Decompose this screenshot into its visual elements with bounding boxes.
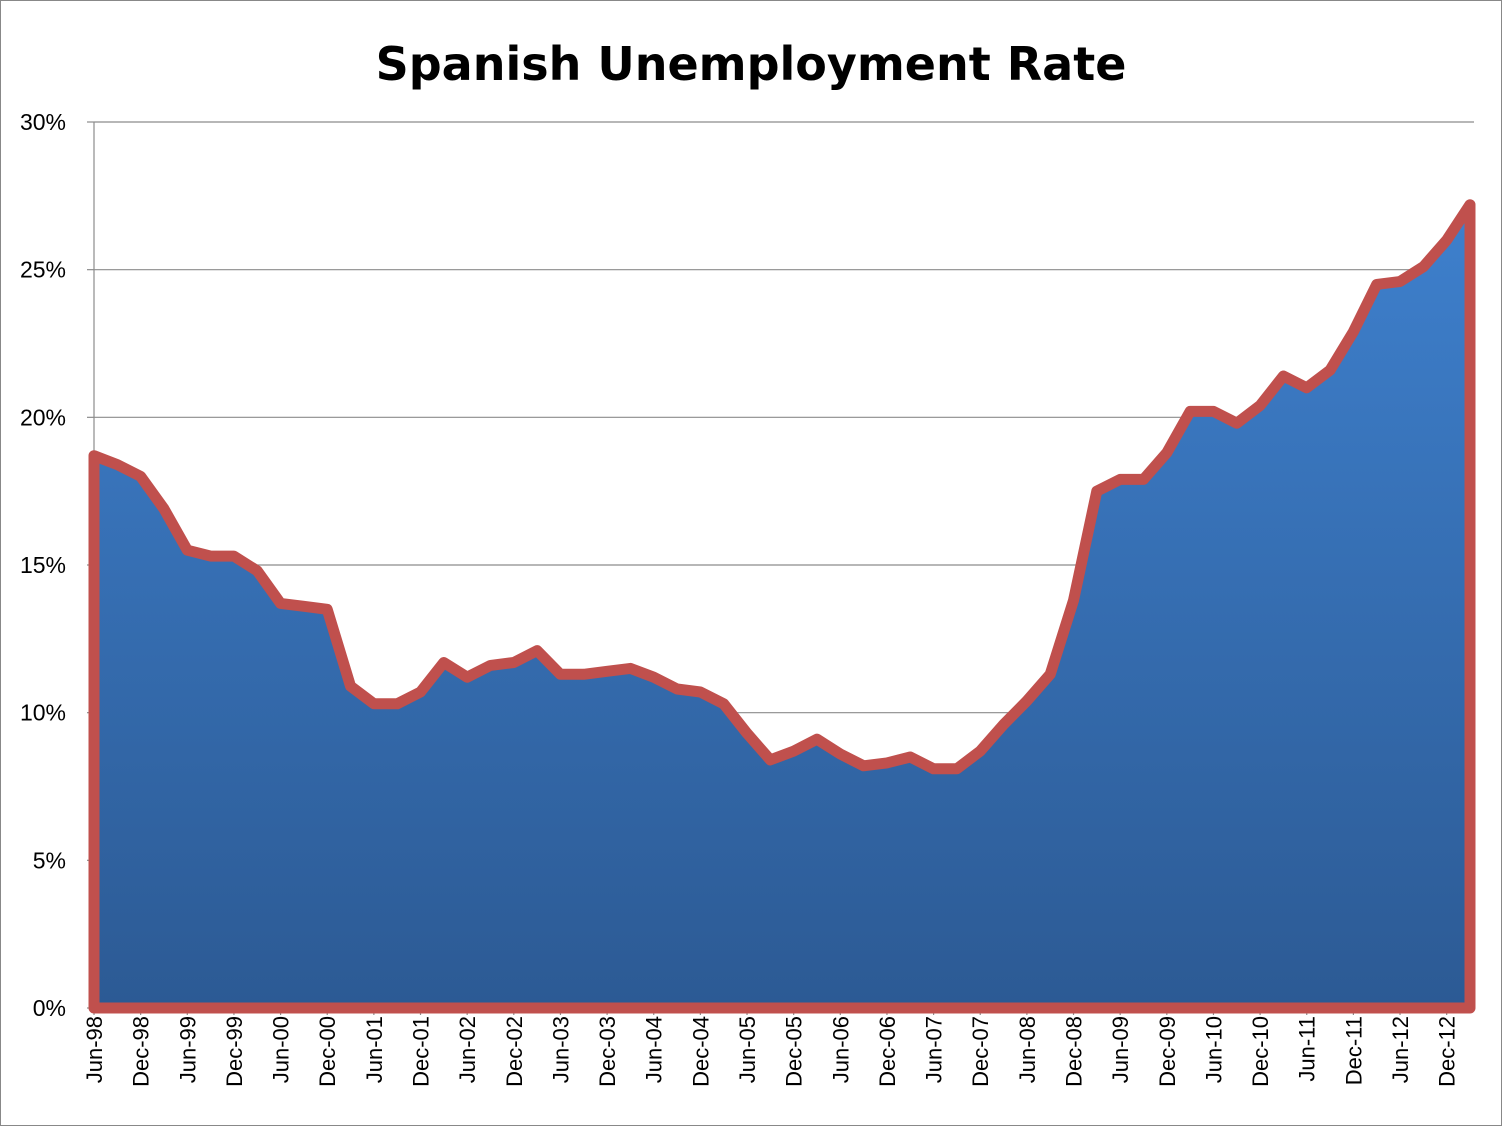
x-tick-label: Jun-99 — [175, 1016, 200, 1083]
x-tick-label: Jun-09 — [1108, 1016, 1133, 1083]
y-tick-label: 20% — [20, 404, 66, 430]
x-tick-label: Dec-02 — [502, 1016, 527, 1087]
x-tick-label: Dec-98 — [129, 1016, 154, 1087]
y-axis: 0% 5% 10% 15% 20% 25% 30% — [20, 109, 95, 1021]
x-tick-label: Dec-09 — [1155, 1016, 1180, 1087]
y-tick-label: 0% — [33, 995, 66, 1021]
x-tick-label: Dec-08 — [1062, 1016, 1087, 1087]
x-tick-label: Jun-01 — [362, 1016, 387, 1083]
x-tick-label: Dec-03 — [595, 1016, 620, 1087]
unemployment-area — [88, 199, 1476, 1014]
x-tick-label: Jun-07 — [922, 1016, 947, 1083]
x-tick-label: Jun-02 — [455, 1016, 480, 1083]
x-tick-label: Dec-05 — [782, 1016, 807, 1087]
x-tick-label: Jun-05 — [735, 1016, 760, 1083]
chart-title: Spanish Unemployment Rate — [376, 37, 1127, 91]
x-tick-label: Jun-06 — [828, 1016, 853, 1083]
x-tick-label: Jun-08 — [1015, 1016, 1040, 1083]
x-tick-label: Dec-04 — [688, 1016, 713, 1087]
x-tick-label: Dec-01 — [409, 1016, 434, 1087]
x-tick-label: Jun-12 — [1388, 1016, 1413, 1083]
x-tick-label: Dec-99 — [222, 1016, 247, 1087]
x-tick-label: Jun-10 — [1201, 1016, 1226, 1083]
y-tick-label: 5% — [33, 847, 66, 873]
x-tick-label: Dec-07 — [968, 1016, 993, 1087]
x-tick-label: Jun-03 — [548, 1016, 573, 1083]
x-tick-label: Jun-00 — [269, 1016, 294, 1083]
x-tick-label: Dec-11 — [1341, 1016, 1366, 1085]
y-tick-label: 15% — [20, 552, 66, 578]
x-tick-label: Dec-10 — [1248, 1016, 1273, 1087]
x-tick-label: Dec-12 — [1435, 1016, 1460, 1087]
x-tick-label: Dec-00 — [315, 1016, 340, 1087]
x-tick-label: Dec-06 — [875, 1016, 900, 1087]
y-tick-label: 10% — [20, 700, 66, 726]
x-tick-label: Jun-98 — [82, 1016, 107, 1083]
y-tick-label: 30% — [20, 109, 66, 135]
x-tick-label: Jun-11 — [1295, 1016, 1320, 1082]
y-tick-label: 25% — [20, 257, 66, 283]
x-tick-label: Jun-04 — [642, 1016, 667, 1083]
x-axis: Jun-98 Dec-98 Jun-99 Dec-99 Jun-00 Dec-00 Jun-… — [82, 1007, 1474, 1087]
